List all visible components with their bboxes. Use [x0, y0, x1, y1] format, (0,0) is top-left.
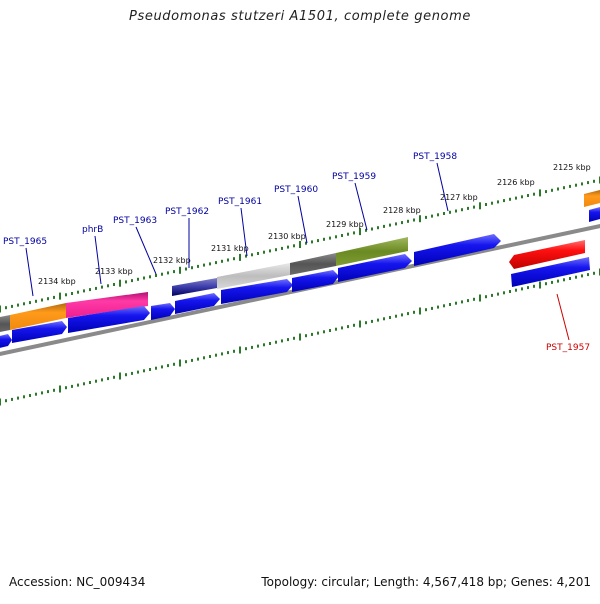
kbp-label: 2129 kbp: [326, 220, 364, 229]
kbp-label: 2130 kbp: [268, 232, 306, 241]
kbp-tick-track-lower: [0, 268, 600, 406]
gene-label: PST_1961: [218, 197, 262, 207]
kbp-labels: 2134 kbp 2133 kbp 2132 kbp 2131 kbp 2130…: [38, 163, 591, 286]
cds-arrow: [151, 303, 175, 320]
gene-label: PST_1963: [113, 216, 157, 226]
leader-line: [436, 162, 449, 212]
feature-orange-right: [584, 190, 600, 207]
kbp-label: 2127 kbp: [440, 193, 478, 202]
genome-title: Pseudomonas stutzeri A1501, complete gen…: [129, 9, 471, 24]
cds-arrow: [68, 306, 150, 333]
gene-label: PST_1958: [413, 152, 457, 162]
leader-line: [25, 247, 34, 297]
leader-line: [354, 182, 368, 231]
cds-arrow: [414, 234, 501, 266]
gene-label: PST_1959: [332, 172, 376, 182]
gene-label: PST_1957: [546, 343, 590, 353]
kbp-label: 2125 kbp: [553, 163, 591, 172]
cds-arrow: [221, 279, 293, 304]
leader-line: [240, 207, 248, 257]
kbp-tick-track-upper: [0, 176, 600, 313]
feature-orange-left: [10, 303, 66, 330]
leader-line: [94, 235, 102, 285]
feature-track: [0, 190, 600, 332]
cds-arrow: [589, 207, 600, 222]
cds-arrow-1957: [511, 257, 590, 287]
cds-arrow: [338, 254, 412, 282]
cds-arrow: [175, 293, 220, 314]
gene-label: PST_1962: [165, 207, 209, 217]
gene-label: phrB: [82, 225, 103, 235]
topology-text: Topology: circular; Length: 4,567,418 bp…: [261, 575, 591, 589]
gene-label: PST_1965: [3, 237, 47, 247]
gene-leaders: [25, 162, 570, 341]
kbp-label: 2128 kbp: [383, 206, 421, 215]
gene-labels: PST_1965 phrB PST_1963 PST_1962 PST_1961…: [3, 152, 590, 353]
kbp-label: 2134 kbp: [38, 277, 76, 286]
leader-line: [297, 195, 308, 244]
leader-line: [556, 293, 570, 341]
feature-gray-left: [0, 315, 10, 332]
cds-track-forward: [0, 207, 600, 348]
feature-pink-phrB: [66, 292, 148, 318]
feature-gray-1960: [290, 253, 336, 275]
feature-dark-blue-1962: [172, 278, 217, 296]
kbp-label: 2131 kbp: [211, 244, 249, 253]
cds-arrow: [0, 334, 12, 348]
kbp-label: 2132 kbp: [153, 256, 191, 265]
accession-text: Accession: NC_009434: [9, 575, 146, 589]
kbp-label: 2133 kbp: [95, 267, 133, 276]
cds-arrow: [12, 321, 67, 343]
cds-track-reverse: [509, 240, 590, 287]
cds-arrow: [292, 270, 339, 292]
cds-arrow-red-1957: [509, 240, 585, 269]
gene-label: PST_1960: [274, 185, 318, 195]
feature-green-1959: [336, 237, 408, 266]
kbp-label: 2126 kbp: [497, 178, 535, 187]
leader-line: [135, 226, 157, 275]
feature-lightgray-1961: [217, 263, 290, 289]
